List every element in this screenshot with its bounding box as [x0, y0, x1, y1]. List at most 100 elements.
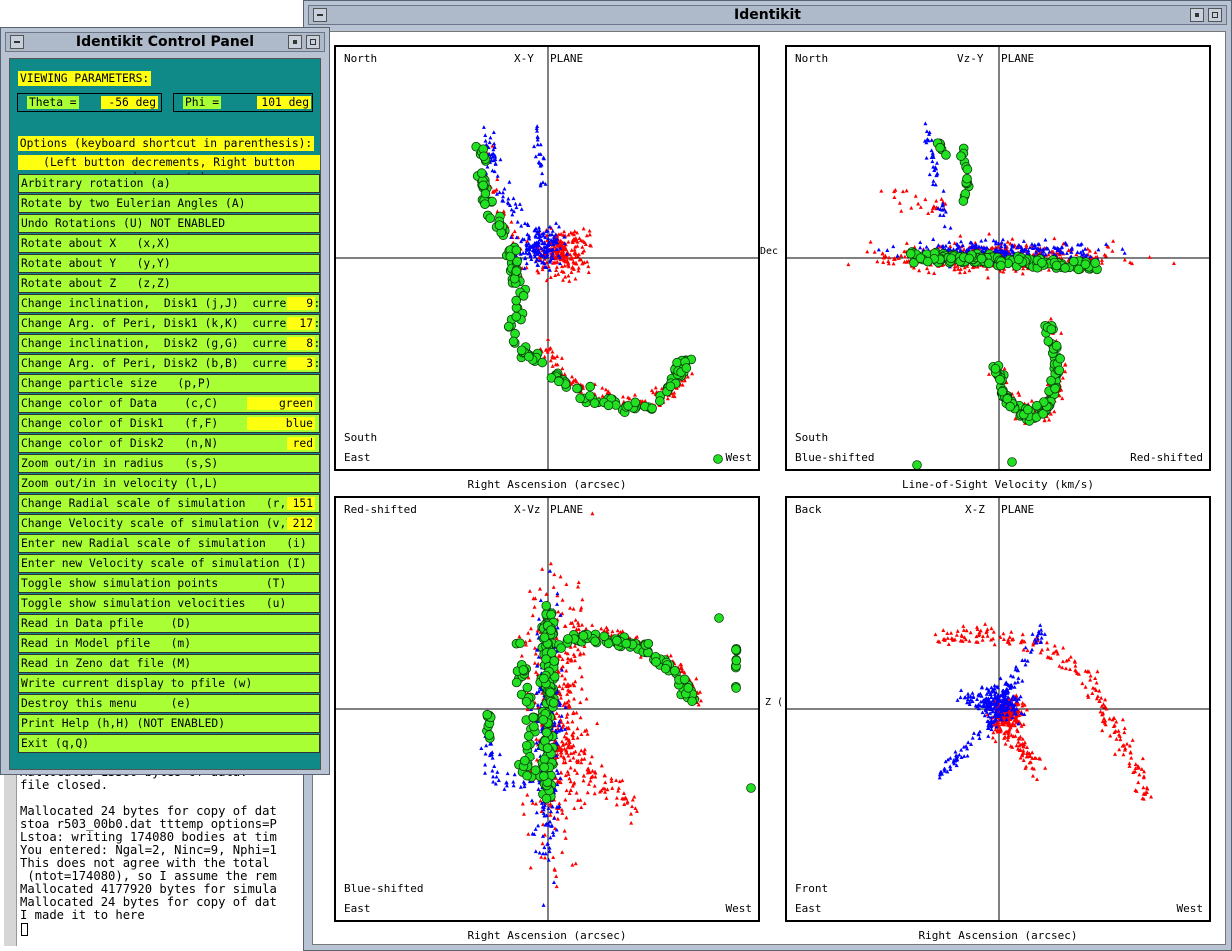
option-label: Change color of Data (c,C) [21, 397, 219, 410]
option-item[interactable]: Change Radial scale of simulation (r,R) 1… [18, 494, 320, 513]
control-panel-body: VIEWING PARAMETERS: Theta = -56 deg Phi … [9, 58, 321, 770]
option-label: Change Arg. of Peri, Disk2 (b,B) current… [21, 357, 321, 370]
phi-label: Phi = [183, 96, 222, 109]
option-item[interactable]: Arbitrary rotation (a) [18, 174, 320, 193]
option-item[interactable]: Enter new Velocity scale of simulation (… [18, 554, 320, 573]
option-item[interactable]: Change Velocity scale of simulation (v,V… [18, 514, 320, 533]
option-value: red [287, 437, 315, 450]
option-item[interactable]: Change color of Disk1 (f,F) blue [18, 414, 320, 433]
identikit-titlebar[interactable]: Identikit [308, 5, 1227, 25]
xy-x-axis-label: Right Ascension (arcsec) [467, 478, 627, 491]
xvz-plane-plot[interactable]: Red-shifted X-Vz PLANE Blue-shifted East… [334, 496, 760, 922]
vzy-x-axis-label: Line-of-Sight Velocity (km/s) [901, 478, 1095, 491]
option-item[interactable]: Change color of Disk2 (n,N) red [18, 434, 320, 453]
maximize-button[interactable] [306, 35, 320, 49]
window-menu-button[interactable] [10, 35, 24, 49]
option-label: Change inclination, Disk1 (j,J) currentl… [21, 297, 321, 310]
option-item[interactable]: Rotate by two Eulerian Angles (A) [18, 194, 320, 213]
control-panel-title: Identikit Control Panel [75, 34, 255, 50]
theta-field[interactable]: Theta = -56 deg [17, 93, 162, 112]
phi-value: 101 deg [257, 96, 311, 109]
option-label: Change Arg. of Peri, Disk1 (k,K) current… [21, 317, 321, 330]
option-item[interactable]: Read in Data pfile (D) [18, 614, 320, 633]
plot-label-top-left: North [344, 52, 378, 65]
option-label: Read in Model pfile (m) [21, 637, 192, 650]
option-label: Destroy this menu (e) [21, 697, 192, 710]
maximize-button[interactable] [1208, 8, 1222, 22]
option-item[interactable]: Enter new Radial scale of simulation (i) [18, 534, 320, 553]
option-value: 8 [287, 337, 315, 350]
plot-label-bottom-left-2: East [795, 902, 822, 915]
data-points [471, 141, 723, 464]
plot-label-top-left: Red-shifted [344, 503, 417, 516]
option-item[interactable]: Change color of Data (c,C) green [18, 394, 320, 413]
xz-x-axis-label: Right Ascension (arcsec) [918, 929, 1078, 942]
option-item[interactable]: Rotate about Z (z,Z) [18, 274, 320, 293]
option-value: 3 [287, 357, 315, 370]
control-panel-titlebar[interactable]: Identikit Control Panel [5, 32, 325, 52]
plot-label-bottom-right: West [1176, 902, 1204, 915]
data-points [482, 601, 756, 804]
option-item[interactable]: Read in Model pfile (m) [18, 634, 320, 653]
viewing-parameters-label: VIEWING PARAMETERS: [18, 71, 152, 86]
option-item[interactable]: Change particle size (p,P) [18, 374, 320, 393]
option-item[interactable]: Print Help (h,H) (NOT ENABLED) [18, 714, 320, 733]
terminal-scrollbar[interactable] [4, 760, 17, 946]
option-value: blue [247, 417, 315, 430]
disk2-points [846, 187, 1176, 425]
disk1-points [479, 124, 570, 272]
xz-plane-plot[interactable]: Back X-Z PLANE Front East West [785, 496, 1211, 922]
option-label: Enter new Velocity scale of simulation (… [21, 557, 307, 570]
option-item[interactable]: Zoom out/in in velocity (l,L) [18, 474, 320, 493]
option-label: Toggle show simulation velocities (u) [21, 597, 287, 610]
option-item[interactable]: Change inclination, Disk1 (j,J) currentl… [18, 294, 320, 313]
window-menu-button[interactable] [313, 8, 327, 22]
plot-label-plane: PLANE [550, 52, 584, 65]
plot-label-plane-name: X-Y [514, 52, 534, 65]
option-value: 212 [287, 517, 315, 530]
option-item[interactable]: Change Arg. of Peri, Disk1 (k,K) current… [18, 314, 320, 333]
phi-field[interactable]: Phi = 101 deg [173, 93, 313, 112]
disk1-points [937, 623, 1047, 780]
option-label: Exit (q,Q) [21, 737, 90, 750]
option-item[interactable]: Rotate about X (x,X) [18, 234, 320, 253]
minimize-button[interactable] [1190, 8, 1204, 22]
option-value: green [247, 397, 315, 410]
option-label: Rotate about Y (y,Y) [21, 257, 171, 270]
plot-label-bottom-right: West [725, 451, 753, 464]
plot-label-top-left: Back [795, 503, 822, 516]
option-item[interactable]: Change Arg. of Peri, Disk2 (b,B) current… [18, 354, 320, 373]
option-label: Rotate about X (x,X) [21, 237, 171, 250]
option-item[interactable]: Write current display to pfile (w) [18, 674, 320, 693]
option-label: Change particle size (p,P) [21, 377, 212, 390]
xvz-plot-canvas [336, 498, 758, 920]
xvz-x-axis-label: Right Ascension (arcsec) [467, 929, 627, 942]
option-item[interactable]: Undo Rotations (U) NOT ENABLED [18, 214, 320, 233]
data-points [905, 138, 1102, 469]
option-item[interactable]: Read in Zeno dat file (M) [18, 654, 320, 673]
plot-label-bottom-left-2: Blue-shifted [795, 451, 875, 464]
option-label: Toggle show simulation points (T) [21, 577, 287, 590]
plot-label-plane: PLANE [1001, 503, 1035, 516]
xvz-side-label: Z ( [765, 697, 784, 708]
option-label: Change color of Disk1 (f,F) [21, 417, 219, 430]
plot-label-plane-name: X-Z [965, 503, 985, 516]
theta-label: Theta = [27, 96, 79, 109]
option-label: Print Help (h,H) (NOT ENABLED) [21, 717, 226, 730]
option-item[interactable]: Rotate about Y (y,Y) [18, 254, 320, 273]
option-label: Read in Data pfile (D) [21, 617, 192, 630]
option-item[interactable]: Exit (q,Q) [18, 734, 320, 753]
option-item[interactable]: Zoom out/in in radius (s,S) [18, 454, 320, 473]
xy-plane-plot[interactable]: North X-Y PLANE South East West [334, 45, 760, 471]
control-panel-window: Identikit Control Panel VIEWING PARAMETE… [0, 27, 330, 775]
minimize-button[interactable] [288, 35, 302, 49]
option-item[interactable]: Destroy this menu (e) [18, 694, 320, 713]
plot-label-bottom-left-2: East [344, 451, 371, 464]
options-header: Options (keyboard shortcut in parenthesi… [18, 136, 314, 151]
vzy-plane-plot[interactable]: North Vz-Y PLANE South Blue-shifted Red-… [785, 45, 1211, 471]
option-item[interactable]: Toggle show simulation points (T) [18, 574, 320, 593]
option-label: Change color of Disk2 (n,N) [21, 437, 219, 450]
option-item[interactable]: Toggle show simulation velocities (u) [18, 594, 320, 613]
identikit-window: Identikit North X-Y PLANE South East Wes… [303, 0, 1232, 951]
option-item[interactable]: Change inclination, Disk2 (g,G) currentl… [18, 334, 320, 353]
